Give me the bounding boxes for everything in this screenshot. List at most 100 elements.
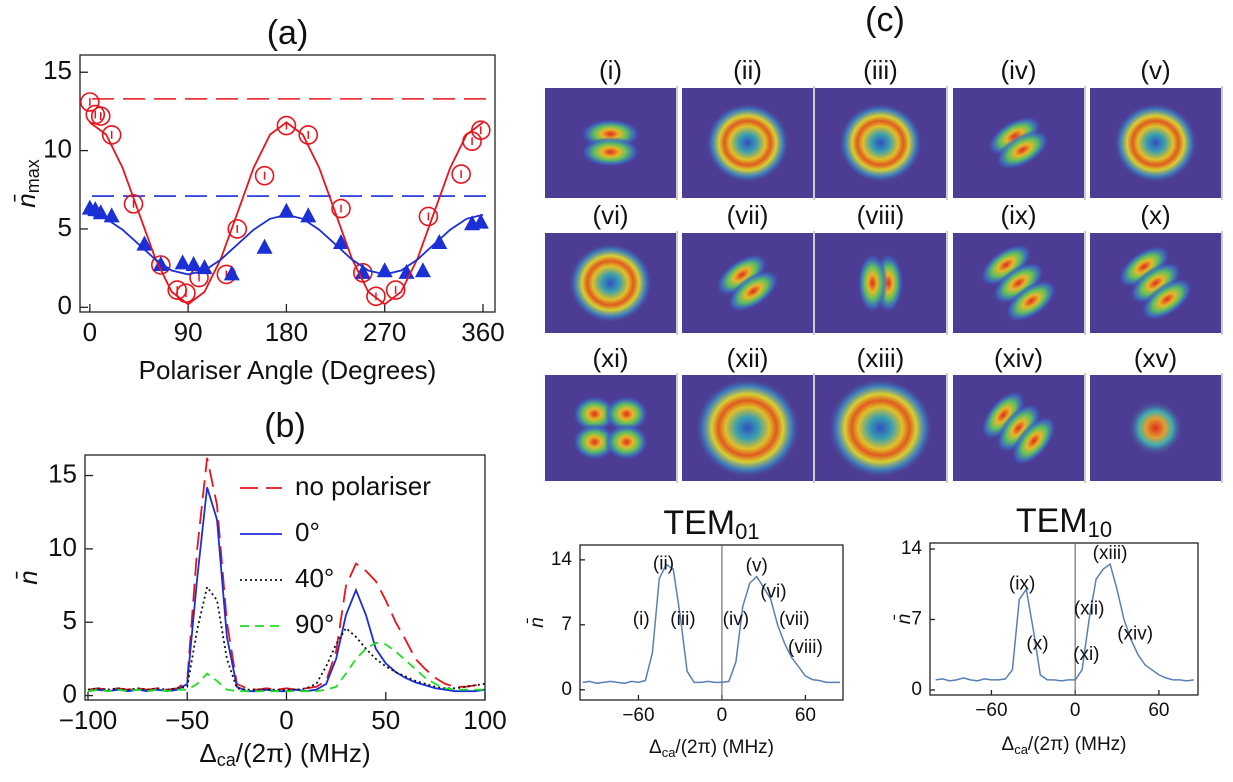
- data-point: [276, 115, 297, 136]
- chart-title: TEM01: [663, 504, 759, 544]
- mode-lobe: [1129, 261, 1182, 305]
- annotation: (i): [633, 609, 650, 630]
- y-tick-label: 15: [48, 458, 77, 488]
- mode-image: [1090, 373, 1223, 483]
- x-tick-label: 60: [795, 705, 816, 726]
- mode-ring: [705, 103, 790, 183]
- x-tick-label: 90: [174, 317, 203, 347]
- data-point: [331, 198, 351, 219]
- mode-lobe: [604, 424, 649, 460]
- image-label: (ix): [1000, 200, 1036, 230]
- data-point: [414, 262, 431, 278]
- data-point: [151, 255, 171, 275]
- annotation: (vii): [779, 609, 810, 630]
- annotation: (xi): [1073, 644, 1099, 665]
- image-label: (xv): [1134, 343, 1177, 373]
- data-point: [418, 206, 439, 227]
- image-label: (i): [599, 55, 622, 85]
- mode-lobe: [1011, 415, 1057, 466]
- mode-lobe: [580, 137, 641, 167]
- legend-label: 0°: [295, 517, 320, 547]
- x-tick-label: 360: [461, 317, 504, 347]
- image-label: (viii): [857, 200, 905, 230]
- x-tick-label: 60: [1148, 700, 1169, 721]
- mode-image: [1090, 231, 1223, 335]
- mode-image: [953, 231, 1086, 335]
- data-point: [123, 194, 144, 214]
- x-label-text: /(2π) (MHz): [1028, 734, 1127, 755]
- y-tick-label: 14: [551, 549, 573, 570]
- title-text: (a): [267, 14, 309, 52]
- data-point: [223, 265, 240, 281]
- legend-label: 40°: [295, 563, 334, 593]
- x-tick-label: −60: [975, 700, 1007, 721]
- x-label-subscript: ca: [662, 745, 677, 760]
- mode-lobe: [992, 261, 1045, 305]
- annotation: (xii): [1074, 598, 1105, 619]
- data-point: [398, 263, 415, 279]
- data-point: [196, 259, 213, 275]
- data-point: [256, 238, 273, 254]
- mode-image: [545, 373, 678, 483]
- mode-lobe: [857, 253, 888, 313]
- x-axis-label: Δca/(2π) (MHz): [649, 737, 774, 760]
- legend-label: no polariser: [295, 471, 431, 501]
- mode-ring: [568, 243, 653, 323]
- mode-ring: [695, 378, 800, 478]
- data-point: [103, 207, 120, 223]
- plot-frame: [79, 54, 496, 313]
- mode-lobe: [996, 403, 1041, 453]
- mode-image: [1090, 86, 1223, 200]
- y-tick-label: 14: [901, 538, 923, 559]
- chart-title: (a): [267, 14, 309, 52]
- image-label: (iii): [863, 55, 898, 85]
- title-text: TEM: [1016, 502, 1088, 540]
- data-point: [90, 106, 111, 126]
- mode-image: [545, 86, 678, 200]
- x-tick-label: 50: [371, 705, 400, 735]
- mode-lobes: [580, 119, 641, 167]
- chart-title: (b): [264, 407, 306, 445]
- annotation: (vi): [760, 581, 786, 602]
- x-axis-label: Δca/(2π) (MHz): [1001, 734, 1126, 757]
- data-point: [278, 202, 295, 218]
- data-line: [87, 487, 486, 693]
- image-label: (iv): [1000, 55, 1036, 85]
- legend-label: 90°: [295, 609, 334, 639]
- annotation: (iii): [670, 609, 695, 630]
- x-label-text: Δ: [1001, 734, 1014, 755]
- x-label-text: /(2π) (MHz): [675, 737, 774, 758]
- mode-lobes: [572, 396, 649, 460]
- panel-title: (c): [865, 1, 905, 39]
- image-label: (x): [1140, 200, 1170, 230]
- x-tick-label: 0: [83, 317, 97, 347]
- mode-lobes: [987, 116, 1050, 170]
- y-tick-label: 0: [58, 290, 72, 320]
- data-point: [80, 92, 100, 112]
- image-label: (vii): [727, 200, 769, 230]
- x-tick-label: 0: [1070, 700, 1081, 721]
- annotation: (ix): [1009, 573, 1035, 594]
- x-tick-label: 0: [717, 705, 728, 726]
- data-point: [385, 280, 406, 300]
- y-tick-label: 7: [561, 614, 572, 635]
- mode-image: [815, 86, 948, 200]
- y-label-text: n̄: [13, 570, 43, 584]
- x-label-text: Polariser Angle (Degrees): [139, 355, 437, 385]
- mode-spot: [1127, 400, 1184, 456]
- annotation: (viii): [788, 637, 823, 658]
- image-label: (xi): [592, 343, 628, 373]
- x-label-text: /(2π) (MHz): [236, 738, 371, 768]
- mode-image: [953, 86, 1086, 200]
- title-subscript: 10: [1088, 517, 1112, 542]
- data-point: [366, 286, 386, 307]
- image-background: [545, 375, 676, 481]
- data-point: [300, 207, 317, 223]
- x-tick-label: −60: [622, 705, 654, 726]
- mode-image: [545, 231, 678, 335]
- image-label: (xii): [727, 343, 769, 373]
- y-tick-label: 5: [63, 605, 77, 635]
- mode-image: [815, 373, 948, 483]
- mode-ring: [1113, 103, 1198, 183]
